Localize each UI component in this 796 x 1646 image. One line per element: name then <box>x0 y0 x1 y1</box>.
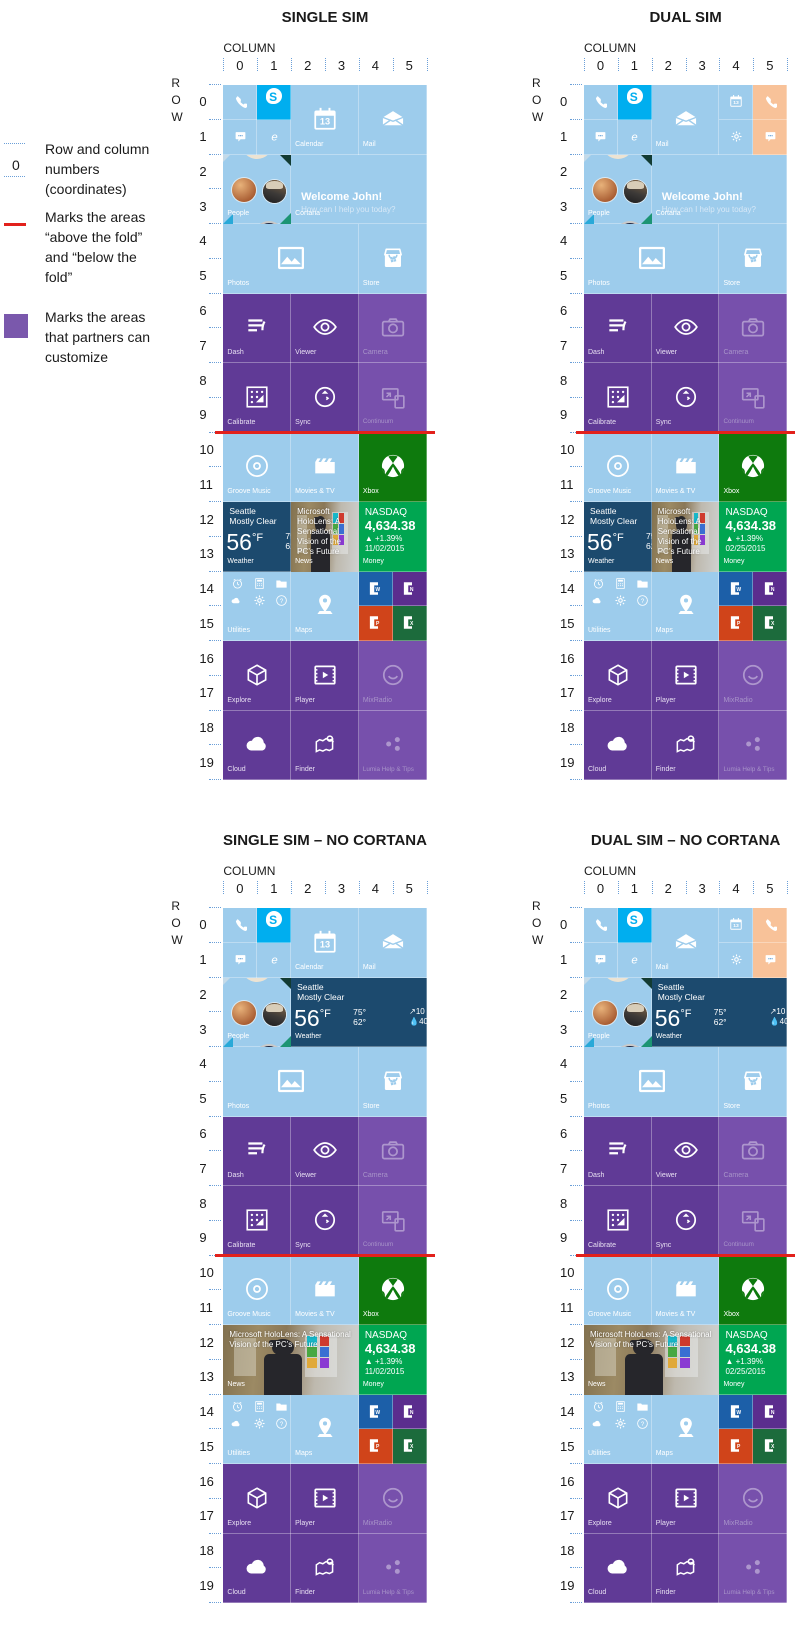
svg-text:13: 13 <box>320 117 330 127</box>
svg-text:e: e <box>632 131 638 143</box>
svg-text:W: W <box>736 586 741 592</box>
svg-text:13: 13 <box>734 100 740 106</box>
svg-text:?: ? <box>280 1422 284 1428</box>
svg-text:e: e <box>271 954 277 966</box>
svg-text:?: ? <box>641 599 645 605</box>
svg-text:N: N <box>410 586 414 592</box>
svg-text:W: W <box>736 1409 741 1415</box>
svg-text:13: 13 <box>320 940 330 950</box>
svg-text:e: e <box>271 131 277 143</box>
svg-text:N: N <box>771 586 775 592</box>
svg-text:?: ? <box>641 1422 645 1428</box>
svg-text:e: e <box>632 954 638 966</box>
svg-text:?: ? <box>280 599 284 605</box>
svg-text:13: 13 <box>734 923 740 929</box>
svg-text:N: N <box>410 1409 414 1415</box>
svg-text:W: W <box>376 586 381 592</box>
svg-text:N: N <box>771 1409 775 1415</box>
svg-text:W: W <box>376 1409 381 1415</box>
